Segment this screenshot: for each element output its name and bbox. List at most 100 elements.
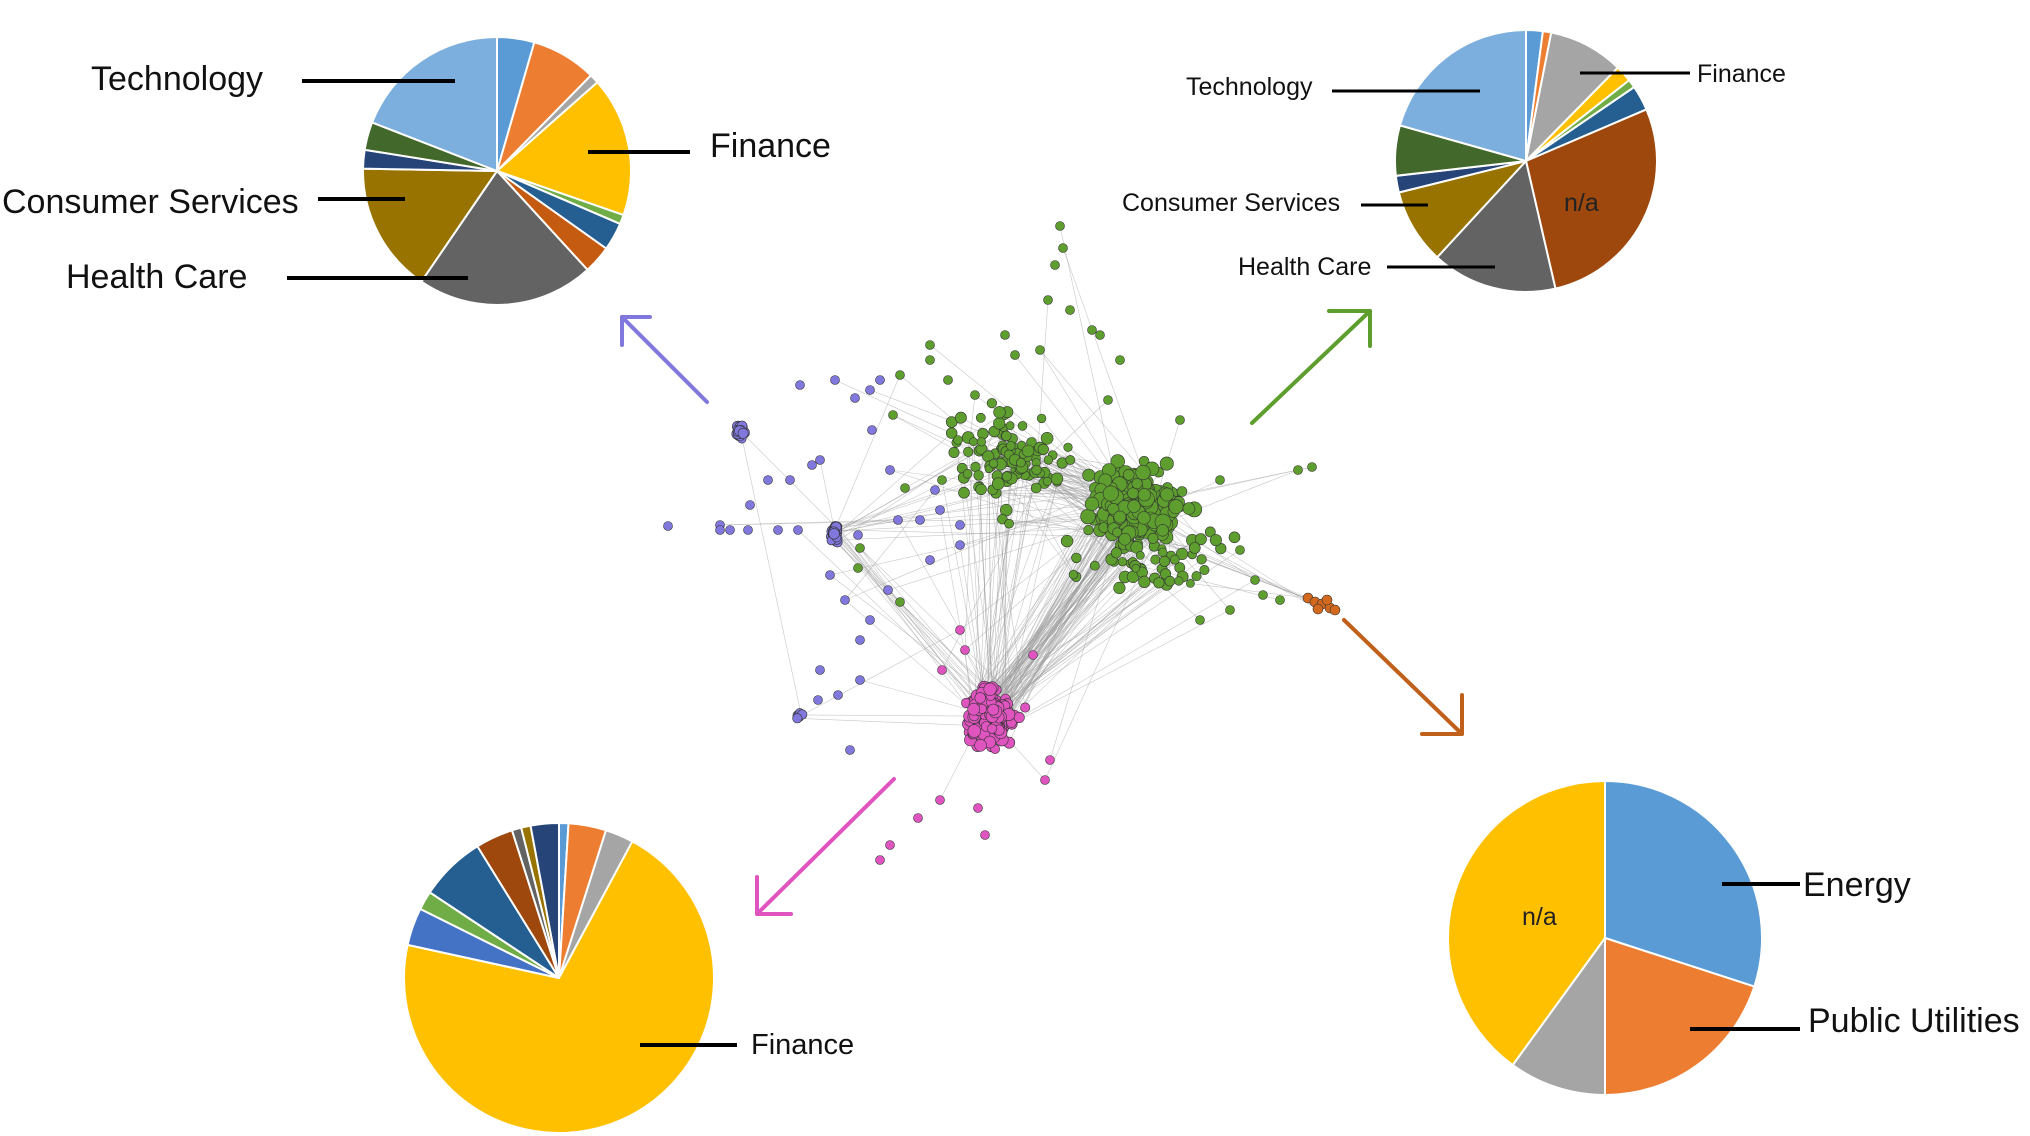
network-node [973, 470, 984, 481]
network-edge [1062, 247, 1144, 473]
network-node [745, 500, 755, 510]
network-node [953, 435, 963, 445]
pie-2-slice-n-a [1524, 108, 1658, 290]
network-node [855, 675, 865, 685]
network-node [975, 483, 987, 496]
network-graph [663, 221, 1341, 865]
network-node [1195, 615, 1205, 625]
network-node [955, 540, 965, 550]
network-node [815, 455, 825, 465]
network-node [1020, 702, 1031, 713]
network-node [1195, 533, 1207, 546]
network-node [967, 702, 981, 716]
network-node [875, 855, 885, 865]
network-node [937, 665, 947, 675]
network-node [935, 505, 945, 515]
label-pie2-technology: Technology [1186, 73, 1313, 101]
network-edge [741, 434, 802, 715]
network-node [1082, 468, 1096, 482]
network-node [980, 830, 990, 840]
network-node [937, 475, 947, 485]
label-pie2-finance: Finance [1697, 60, 1786, 88]
network-node [1042, 476, 1052, 486]
network-node [967, 724, 981, 738]
network-node [1135, 551, 1145, 560]
network-node [875, 375, 885, 385]
network-edge [975, 525, 1168, 706]
network-node [1040, 431, 1054, 445]
network-node [1112, 527, 1123, 538]
pie-chart-pink-cluster [403, 821, 715, 1134]
network-node [1005, 421, 1015, 431]
network-edge [819, 459, 835, 531]
network-node [1043, 295, 1053, 305]
network-node [895, 370, 905, 380]
network-node [1031, 464, 1042, 476]
network-edge [836, 534, 997, 728]
network-node [1113, 510, 1127, 524]
network-node [987, 703, 1000, 716]
network-node [900, 483, 910, 493]
pie-2-slice-health-care [1435, 158, 1557, 293]
network-node [1160, 487, 1174, 502]
network-edge [992, 450, 1014, 704]
network-node [1016, 457, 1026, 468]
label-pie4-public-utilities: Public Utilities [1808, 1002, 2020, 1040]
network-node [1138, 575, 1151, 589]
arrow-pink-to-pie-3 [755, 777, 896, 916]
network-edge [797, 529, 985, 707]
network-node [885, 465, 895, 475]
network-edge [964, 441, 974, 651]
network-edge [988, 468, 1015, 716]
network-edge [844, 489, 936, 601]
pie-labels: Technology Finance Consumer Services Hea… [2, 60, 2020, 1061]
network-node [1040, 775, 1050, 785]
network-node [925, 340, 935, 350]
pie-1-slice-technology [370, 35, 498, 173]
network-node [1199, 564, 1210, 575]
network-node [1159, 456, 1174, 471]
network-edge [979, 485, 991, 714]
network-node [1058, 243, 1068, 253]
network-node [1013, 711, 1025, 723]
network-node [1050, 260, 1060, 270]
network-node [893, 515, 903, 525]
network-node [1215, 475, 1225, 485]
network-node [855, 543, 865, 553]
network-node [1080, 508, 1096, 525]
network-node [955, 520, 965, 530]
network-node [955, 625, 965, 635]
network-node [958, 486, 970, 499]
network-node [743, 525, 753, 535]
network-edge [1011, 579, 1256, 723]
network-node [853, 563, 863, 573]
pie-chart-purple-cluster [362, 35, 632, 306]
network-edge [835, 464, 1019, 529]
network-node [853, 530, 863, 540]
network-node [840, 595, 850, 605]
network-node [1127, 487, 1139, 500]
pie-chart-orange-cluster [1447, 779, 1763, 1097]
network-node [915, 515, 925, 525]
network-node [925, 355, 935, 365]
network-node [828, 528, 840, 540]
network-node [1005, 441, 1016, 451]
network-edge [897, 519, 961, 631]
network-node [1159, 555, 1171, 567]
network-node [974, 738, 987, 752]
network-node [792, 713, 803, 724]
network-node [986, 398, 998, 409]
network-node [825, 570, 835, 580]
network-node [925, 555, 935, 565]
network-node [865, 615, 875, 625]
network-node [969, 437, 978, 447]
network-node [1110, 547, 1122, 559]
label-pie2-na: n/a [1564, 189, 1599, 217]
network-node [1089, 560, 1100, 571]
network-node [773, 525, 783, 535]
network-node [1275, 595, 1285, 605]
network-node [987, 723, 998, 734]
label-pie4-energy: Energy [1803, 866, 1911, 904]
pie-2-slice-technology [1398, 28, 1527, 163]
network-node [1329, 604, 1341, 616]
